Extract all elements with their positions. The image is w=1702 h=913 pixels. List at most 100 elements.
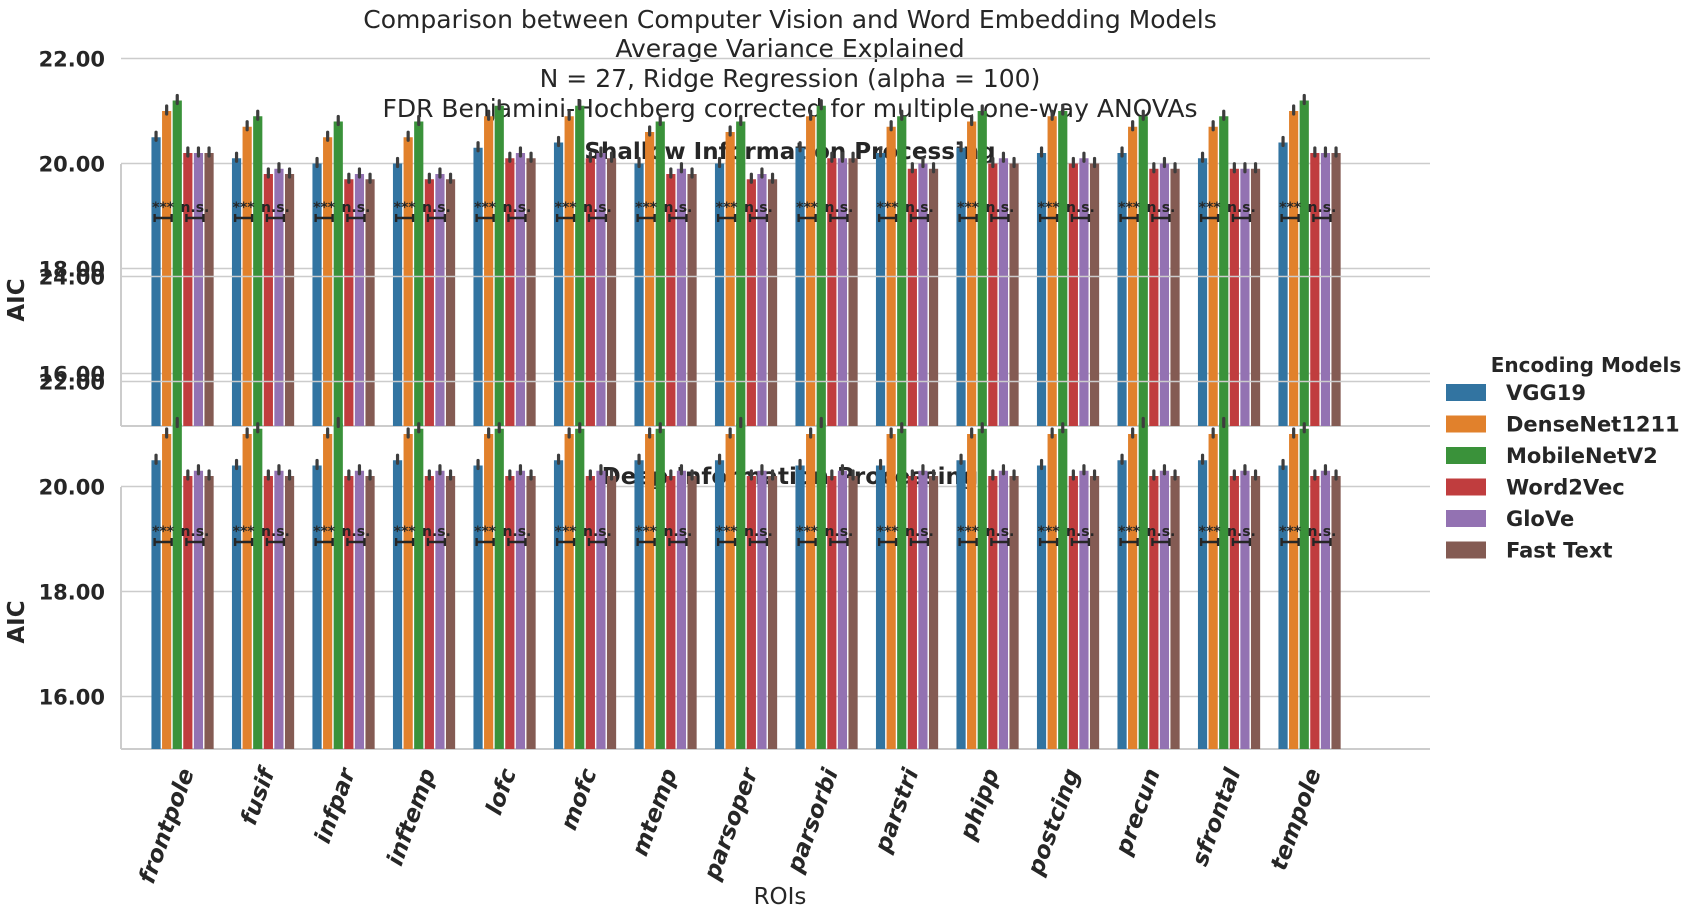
shallow-significance-label: *** [877, 200, 900, 216]
shallow-bar-tempole-densenet1211 [1289, 111, 1299, 426]
shallow-bar-parsorbi-mobilenetv2 [816, 105, 826, 426]
title-line-1: Comparison between Computer Vision and W… [363, 5, 1216, 34]
x-tick-label-mofc: mofc [556, 765, 602, 834]
deep-bar-parsorbi-mobilenetv2 [816, 423, 826, 749]
shallow-significance-vision: *** [233, 200, 255, 222]
deep-bar-inftemp-mobilenetv2 [414, 428, 424, 749]
legend-label: DenseNet1211 [1506, 413, 1680, 437]
deep-bar-parstri-word2vec [907, 476, 917, 749]
shallow-panel: Shallow Information Processing AIC 16.00… [4, 48, 1430, 427]
x-tick-label-parsoper: parsoper [699, 764, 764, 885]
legend-label: VGG19 [1506, 381, 1586, 405]
deep-significance-vision: *** [877, 524, 900, 546]
deep-bar-precun-word2vec [1149, 476, 1159, 749]
deep-significance-vision: *** [555, 524, 577, 546]
x-tick-label-fusif: fusif [236, 762, 281, 828]
deep-significance-label: n.s. [583, 524, 612, 540]
deep-bar-tempole-mobilenetv2 [1299, 428, 1309, 749]
legend-label: MobileNetV2 [1506, 444, 1658, 468]
shallow-significance-label: *** [394, 200, 417, 216]
deep-bar-postcing-vgg19 [1036, 465, 1047, 749]
deep-bar-mtemp-densenet1211 [645, 434, 655, 749]
deep-significance-word: n.s. [663, 524, 692, 546]
deep-significance-label: *** [1118, 524, 1141, 540]
shallow-bar-postcing-vgg19 [1036, 153, 1047, 426]
deep-y-tick-label: 22.00 [39, 371, 105, 395]
deep-bar-parsorbi-vgg19 [795, 465, 805, 749]
legend-item-fast-text: Fast Text [1446, 539, 1613, 563]
shallow-significance-label: *** [1279, 200, 1302, 216]
shallow-bar-precun-vgg19 [1117, 153, 1127, 426]
deep-significance-word: n.s. [583, 524, 612, 546]
deep-bar-precun-fast-text [1170, 476, 1180, 749]
x-tick-label-mtemp: mtemp [627, 765, 683, 859]
deep-bar-tempole-fast-text [1331, 476, 1341, 749]
deep-bar-mofc-vgg19 [553, 460, 564, 749]
deep-significance-label: n.s. [744, 524, 773, 540]
shallow-bar-mtemp-mobilenetv2 [655, 121, 665, 426]
deep-significance-label: n.s. [180, 524, 209, 540]
deep-bar-inftemp-fast-text [445, 476, 456, 749]
shallow-significance-word: n.s. [261, 200, 290, 222]
shallow-significance-label: *** [474, 200, 497, 216]
shallow-significance-word: n.s. [744, 200, 773, 222]
shallow-significance-label: n.s. [824, 200, 853, 216]
shallow-significance-word: n.s. [422, 200, 451, 222]
shallow-bar-parsoper-word2vec [746, 179, 756, 426]
deep-bar-phipp-vgg19 [956, 460, 966, 749]
shallow-bar-mtemp-fast-text [687, 174, 697, 426]
deep-bar-parsoper-word2vec [746, 476, 756, 749]
deep-significance-vision: *** [796, 524, 819, 546]
shallow-significance-word: n.s. [180, 200, 209, 222]
deep-significance-vision: *** [635, 524, 658, 546]
deep-bar-mtemp-word2vec [666, 476, 676, 749]
shallow-bar-parstri-mobilenetv2 [897, 116, 907, 426]
shallow-bar-precun-word2vec [1149, 168, 1159, 426]
deep-significance-label: n.s. [905, 524, 934, 540]
deep-significance-label: n.s. [502, 524, 531, 540]
deep-significance-vision: *** [1279, 524, 1302, 546]
shallow-significance-label: n.s. [502, 200, 531, 216]
deep-bar-lofc-densenet1211 [484, 434, 494, 749]
shallow-bar-sfrontal-glove [1240, 168, 1250, 426]
shallow-bar-mofc-fast-text [606, 158, 617, 426]
shallow-bar-lofc-vgg19 [473, 147, 483, 426]
deep-bar-parsoper-densenet1211 [725, 434, 735, 749]
shallow-bar-sfrontal-fast-text [1250, 168, 1261, 426]
shallow-bar-precun-mobilenetv2 [1138, 116, 1148, 426]
shallow-significance-vision: *** [796, 200, 819, 222]
shallow-significance-vision: *** [394, 200, 417, 222]
deep-bar-postcing-glove [1079, 470, 1089, 749]
deep-significance-label: *** [877, 524, 900, 540]
deep-bar-tempole-vgg19 [1278, 465, 1288, 749]
shallow-significance-label: *** [1199, 200, 1222, 216]
legend-swatch [1446, 447, 1486, 464]
deep-significance-word: n.s. [502, 524, 531, 546]
deep-significance-word: n.s. [1066, 524, 1095, 546]
deep-bar-postcing-word2vec [1068, 476, 1078, 749]
shallow-bar-mtemp-vgg19 [634, 163, 644, 426]
deep-bar-frontpole-densenet1211 [162, 434, 172, 749]
deep-significance-label: n.s. [824, 524, 853, 540]
deep-significance-word: n.s. [341, 524, 370, 546]
figure-title: Comparison between Computer Vision and W… [363, 5, 1216, 123]
shallow-bar-infpar-fast-text [365, 179, 375, 426]
deep-bar-frontpole-fast-text [204, 476, 214, 749]
legend-label: GloVe [1506, 507, 1574, 531]
shallow-significance-label: n.s. [422, 200, 451, 216]
deep-significance-vision: *** [1038, 524, 1060, 546]
deep-bar-sfrontal-word2vec [1229, 476, 1239, 749]
deep-bar-fusif-glove [274, 470, 284, 749]
deep-bar-parstri-glove [918, 470, 928, 749]
shallow-significance-label: n.s. [905, 200, 934, 216]
shallow-bar-parsoper-vgg19 [714, 163, 725, 426]
deep-bar-postcing-fast-text [1089, 476, 1100, 749]
shallow-bar-infpar-glove [354, 174, 365, 426]
deep-significance-label: n.s. [261, 524, 290, 540]
deep-bar-phipp-glove [998, 470, 1009, 749]
shallow-significance-label: n.s. [1146, 200, 1175, 216]
x-axis-label: ROIs [754, 884, 807, 910]
shallow-significance-word: n.s. [341, 200, 370, 222]
deep-significance-vision: *** [1199, 524, 1221, 546]
deep-bar-precun-vgg19 [1117, 460, 1127, 749]
